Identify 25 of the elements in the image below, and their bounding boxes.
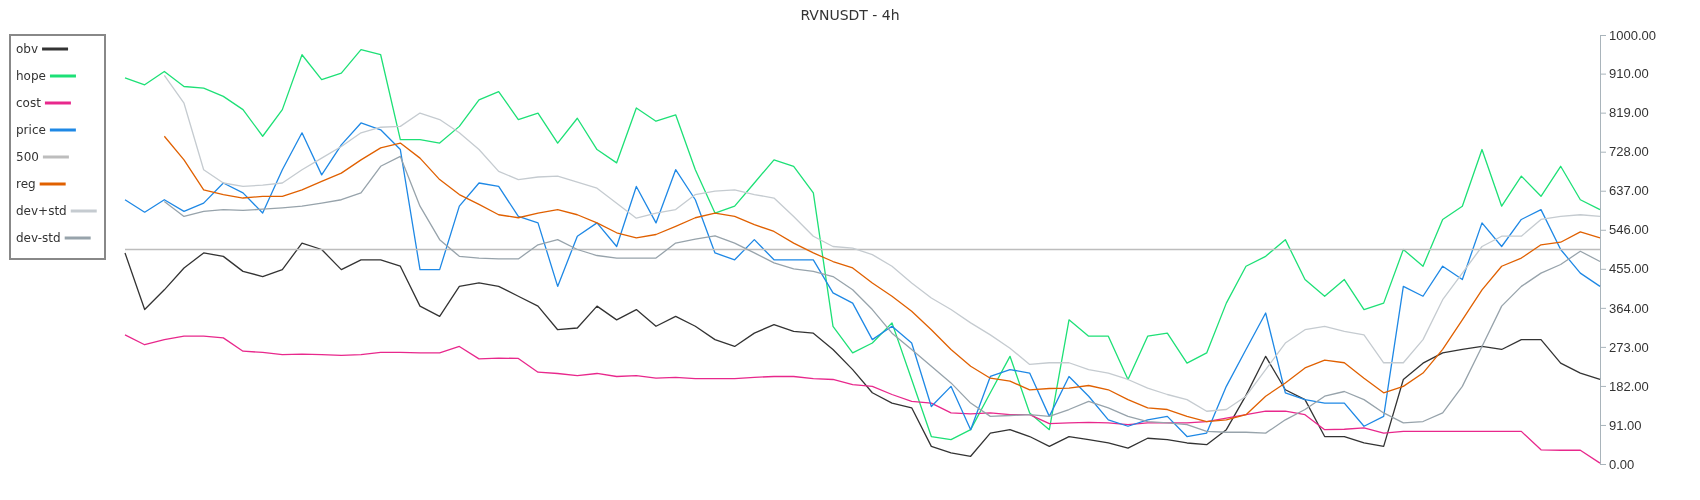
line-series <box>124 334 1601 464</box>
line-series <box>163 74 1601 412</box>
y-tick-label: 1000.00 <box>1609 27 1656 43</box>
legend-label: hope <box>16 69 46 83</box>
legend-label: obv <box>16 42 39 56</box>
y-tick-label: 182.00 <box>1609 378 1649 394</box>
y-tick-label: 819.00 <box>1609 105 1649 121</box>
y-tick-label: 910.00 <box>1609 66 1649 82</box>
line-series <box>124 242 1601 457</box>
legend-label: 500 <box>16 150 39 164</box>
legend-label: reg <box>16 177 36 191</box>
y-tick-label: 91.00 <box>1609 417 1642 433</box>
y-tick-label: 455.00 <box>1609 261 1649 277</box>
y-tick-label: 364.00 <box>1609 300 1649 316</box>
line-series <box>124 48 1601 441</box>
legend-label: price <box>16 123 46 137</box>
y-tick-label: 546.00 <box>1609 222 1649 238</box>
y-tick-label: 273.00 <box>1609 339 1649 355</box>
legend-label: dev+std <box>16 204 67 218</box>
y-tick-label: 728.00 <box>1609 144 1649 160</box>
y-tick-label: 0.00 <box>1609 456 1635 472</box>
y-tick-label: 637.00 <box>1609 183 1649 199</box>
legend-label: cost <box>16 96 42 110</box>
chart-title: RVNUSDT - 4h <box>800 7 900 23</box>
legend-label: dev-std <box>16 231 61 245</box>
